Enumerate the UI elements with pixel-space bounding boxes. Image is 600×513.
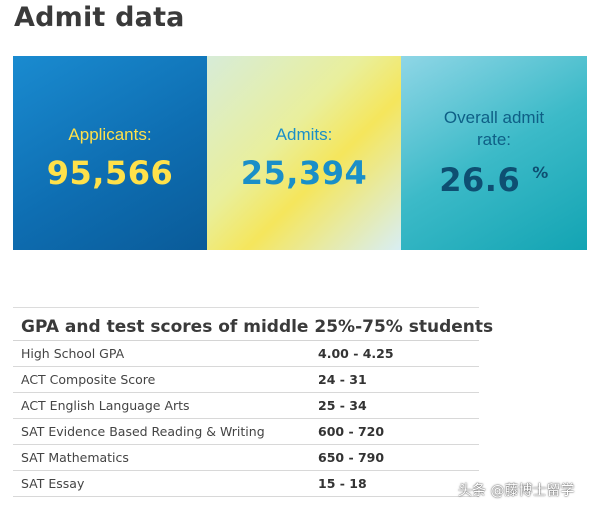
score-metric: SAT Essay [13,470,318,497]
score-metric: High School GPA [13,341,318,367]
scores-table: High School GPA 4.00 - 4.25 ACT Composite … [13,341,479,497]
table-row: High School GPA 4.00 - 4.25 [13,341,479,367]
score-range: 15 - 18 [318,470,479,497]
score-range: 600 - 720 [318,418,479,445]
admit-rate-unit: % [532,163,549,182]
table-row: SAT Evidence Based Reading & Writing 600 … [13,418,479,445]
applicants-value: 95,566 [46,154,174,192]
score-metric: ACT Composite Score [13,366,318,393]
table-row: ACT English Language Arts 25 - 34 [13,392,479,419]
admit-rate-value-group: 26.6 % [439,161,548,199]
applicants-label: Applicants: [68,125,152,144]
admit-rate-card: Overall admit rate: 26.6 % [401,56,587,250]
scores-table-body: High School GPA 4.00 - 4.25 ACT Composite … [13,341,479,497]
score-range: 650 - 790 [318,444,479,471]
score-metric: SAT Evidence Based Reading & Writing [13,418,318,445]
score-range: 24 - 31 [318,366,479,393]
admits-value: 25,394 [240,154,368,192]
scores-heading: GPA and test scores of middle 25%-75% st… [13,308,493,341]
watermark: 头条 @藤博士留学 [458,483,575,499]
table-row: SAT Essay 15 - 18 [13,470,479,497]
table-row: ACT Composite Score 24 - 31 [13,366,479,393]
applicants-card: Applicants: 95,566 [13,56,207,250]
admit-rate-label: Overall admit rate: [443,108,545,149]
table-row: SAT Mathematics 650 - 790 [13,444,479,471]
admit-rate-value: 26.6 [439,161,521,199]
score-range: 25 - 34 [318,392,479,419]
score-metric: SAT Mathematics [13,444,318,471]
scores-section: GPA and test scores of middle 25%-75% st… [13,307,493,497]
page-title: Admit data [14,2,185,33]
admit-stats-panel: Applicants: 95,566 Admits: 25,394 Overal… [13,56,587,250]
admits-card: Admits: 25,394 [207,56,401,250]
score-range: 4.00 - 4.25 [318,341,479,367]
score-metric: ACT English Language Arts [13,392,318,419]
section-divider [13,307,479,308]
admits-label: Admits: [275,125,333,144]
